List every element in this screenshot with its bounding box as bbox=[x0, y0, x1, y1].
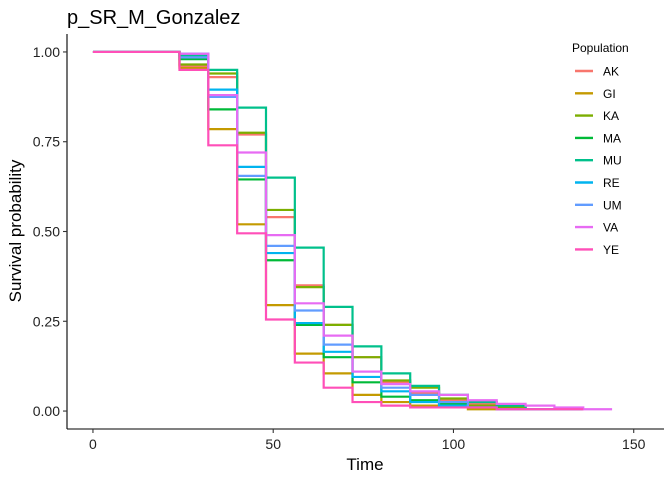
series-line-re bbox=[92, 50, 555, 411]
chart-title: p_SR_M_Gonzalez bbox=[67, 7, 240, 29]
legend: Population AK GI KA MA MU RE UM VA YE bbox=[572, 41, 629, 257]
legend-label-gi: GI bbox=[603, 87, 616, 101]
legend-title: Population bbox=[572, 41, 629, 55]
x-axis-ticks: 0 50 100 150 bbox=[89, 429, 646, 452]
legend-label-um: UM bbox=[603, 198, 622, 212]
series-line-va bbox=[92, 50, 613, 411]
y-tick-label: 1.00 bbox=[33, 44, 60, 60]
legend-items: AK GI KA MA MU RE UM VA YE bbox=[575, 65, 622, 257]
legend-label-ka: KA bbox=[603, 109, 619, 123]
x-axis-title: Time bbox=[346, 455, 383, 474]
y-axis-ticks: 0.00 0.25 0.50 0.75 1.00 bbox=[33, 44, 67, 419]
series-line-mu bbox=[92, 50, 584, 411]
series-line-ma bbox=[92, 50, 555, 411]
legend-label-mu: MU bbox=[603, 154, 622, 168]
series-line-ye bbox=[92, 50, 584, 411]
legend-label-va: VA bbox=[603, 221, 618, 235]
x-tick-label: 50 bbox=[265, 436, 281, 452]
x-tick-label: 100 bbox=[442, 436, 466, 452]
y-tick-label: 0.00 bbox=[33, 403, 60, 419]
x-tick-label: 0 bbox=[89, 436, 97, 452]
legend-label-ma: MA bbox=[603, 131, 621, 145]
x-tick-label: 150 bbox=[622, 436, 646, 452]
legend-label-ye: YE bbox=[603, 243, 619, 257]
y-tick-label: 0.25 bbox=[33, 313, 60, 329]
y-tick-label: 0.50 bbox=[33, 224, 60, 240]
legend-label-re: RE bbox=[603, 176, 620, 190]
series-layer bbox=[92, 50, 613, 411]
y-axis-title: Survival probability bbox=[6, 159, 25, 302]
y-tick-label: 0.75 bbox=[33, 134, 60, 150]
legend-label-ak: AK bbox=[603, 65, 619, 79]
